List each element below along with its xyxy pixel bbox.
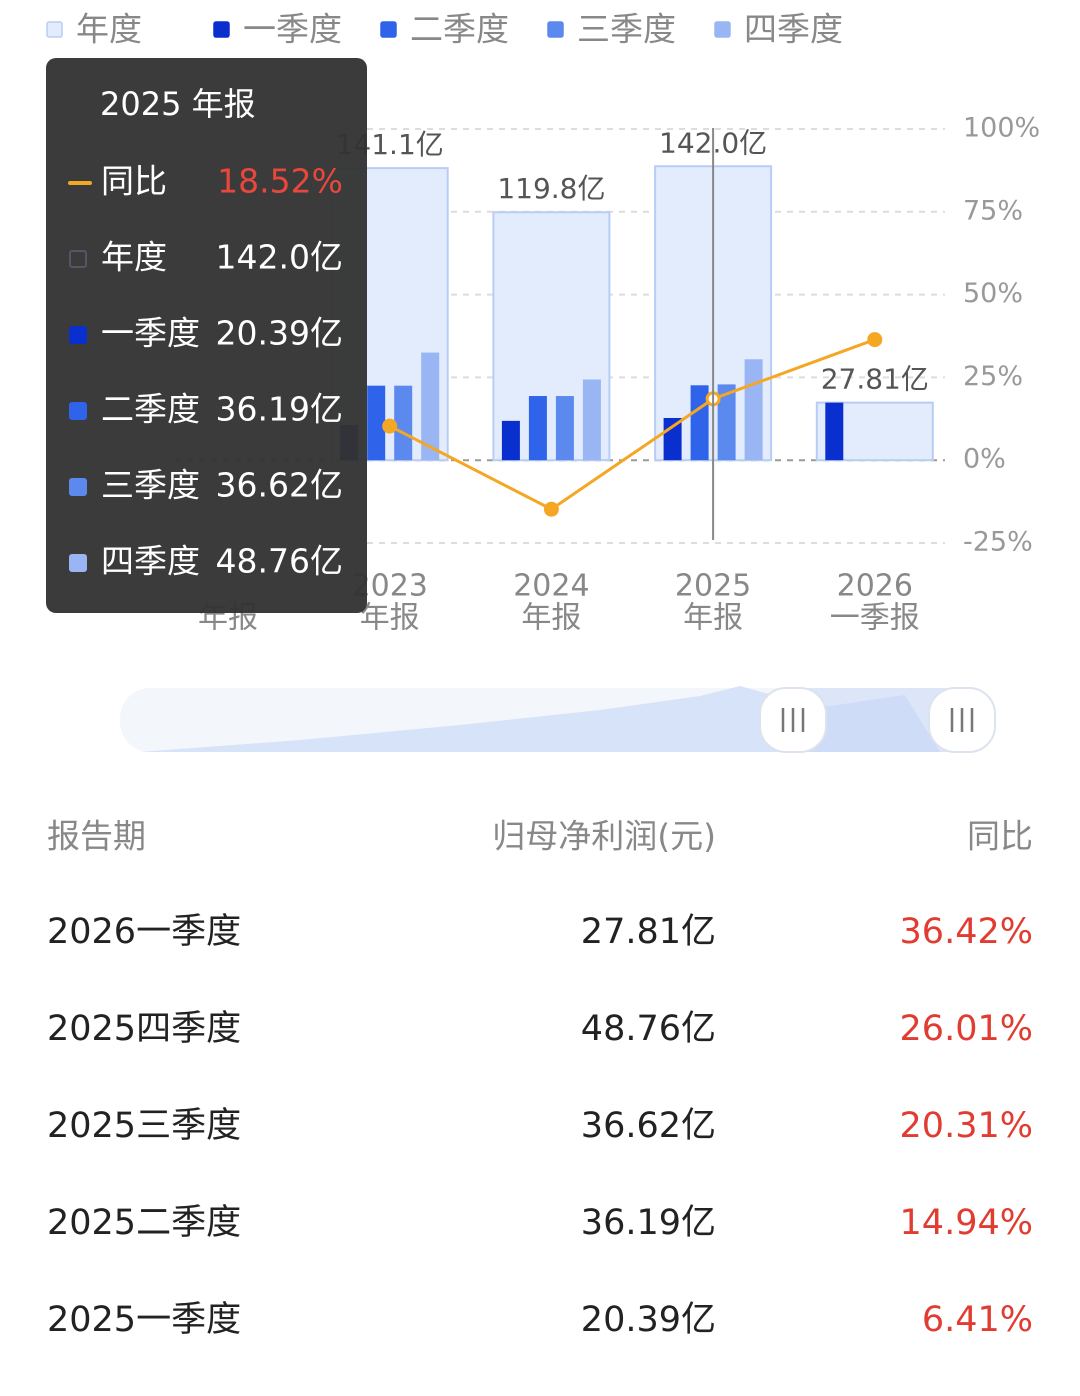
quarter-bar [394,385,413,461]
x-tick-label: 2026 [837,569,913,604]
x-tick-label: 一季报 [830,601,920,636]
legend-marker [714,21,731,38]
quarter-bar [582,379,601,461]
tooltip-name: 年度 [101,238,167,277]
tooltip-marker [69,554,87,572]
legend-marker [46,21,63,38]
yoy-point [543,501,559,517]
yoy-point [382,418,398,434]
legend-marker [380,21,397,38]
x-tick-label: 年报 [521,601,581,636]
legend-label: 一季度 [243,10,342,49]
tooltip-marker [69,326,87,344]
x-tick-label: 2025 [675,569,751,604]
quarter-bar [690,385,709,461]
quarter-bar [528,396,547,461]
table-header: 报告期 [47,817,146,856]
table-cell: 26.01% [900,1009,1033,1049]
data-label: 119.8亿 [497,172,605,205]
table-cell: 36.19亿 [581,1203,716,1243]
tooltip-name: 一季度 [101,314,200,353]
tooltip-title: 2025 年报 [100,85,256,123]
table-cell: 2025二季度 [47,1203,241,1243]
tooltip-value: 36.19亿 [216,390,343,429]
data-label: 27.81亿 [821,363,929,396]
table-cell: 36.62亿 [581,1106,716,1146]
table-cell: 6.41% [922,1300,1033,1340]
legend-label: 三季度 [577,10,676,49]
table-cell: 20.39亿 [581,1300,716,1340]
tooltip-marker [69,250,87,268]
tooltip-name: 四季度 [101,542,200,581]
tooltip-name: 同比 [101,162,167,201]
tooltip-box [46,58,367,613]
quarter-bar [501,420,520,461]
handle-grip [781,708,974,732]
quarter-bar [663,417,682,461]
table-cell: 14.94% [900,1203,1033,1243]
tooltip-marker [68,181,92,185]
y2-tick-label: 100% [963,113,1040,144]
tooltip-value: 142.0亿 [216,238,343,277]
table-cell: 36.42% [900,912,1033,952]
table-header: 归母净利润(元) [492,817,716,856]
y2-tick-label: 50% [963,278,1023,309]
table-cell: 2025三季度 [47,1106,241,1146]
quarter-bar [421,352,440,461]
table: 报告期 归母净利润(元) 同比 2026一季度 27.81亿 36.42% 2025四季度 4… [47,817,1033,1341]
tooltip-name: 二季度 [101,390,200,429]
legend-marker [213,21,230,38]
y2-tick-label: 25% [963,361,1023,392]
tooltip-value: 36.62亿 [216,466,343,505]
legend-label: 四季度 [744,10,843,49]
y2-tick-label: 0% [963,444,1006,475]
quarter-bar [555,396,574,461]
x-tick-label: 年报 [683,601,743,636]
slider-area [140,686,940,752]
quarter-bar [744,359,763,461]
x-tick-label: 年报 [360,601,420,636]
tooltip-value: 18.52% [217,162,343,201]
legend-label: 二季度 [410,10,509,49]
table-header: 同比 [967,817,1033,856]
quarter-bar [367,385,386,461]
table-cell: 20.31% [900,1106,1033,1146]
x-tick-label: 2024 [513,569,589,604]
quarter-bar [717,384,736,461]
table-cell: 2025四季度 [47,1009,241,1049]
table-cell: 48.76亿 [581,1009,716,1049]
table-cell: 27.81亿 [581,912,716,952]
tooltip-marker [69,478,87,496]
y2-tick-label: 75% [963,195,1023,226]
table-cell: 2026一季度 [47,912,241,952]
tooltip-value: 20.39亿 [216,314,343,353]
tooltip-name: 三季度 [101,466,200,505]
table-cell: 2025一季度 [47,1300,241,1340]
tooltip-value: 48.76亿 [216,542,343,581]
legend-marker [547,21,564,38]
yoy-line [389,338,876,511]
yoy-point [867,332,883,348]
zoom-slider[interactable] [120,686,996,753]
legend-label: 年度 [76,10,142,49]
quarter-bar [825,402,844,461]
y2-tick-label: -25% [963,527,1033,558]
tooltip-marker [69,402,87,420]
